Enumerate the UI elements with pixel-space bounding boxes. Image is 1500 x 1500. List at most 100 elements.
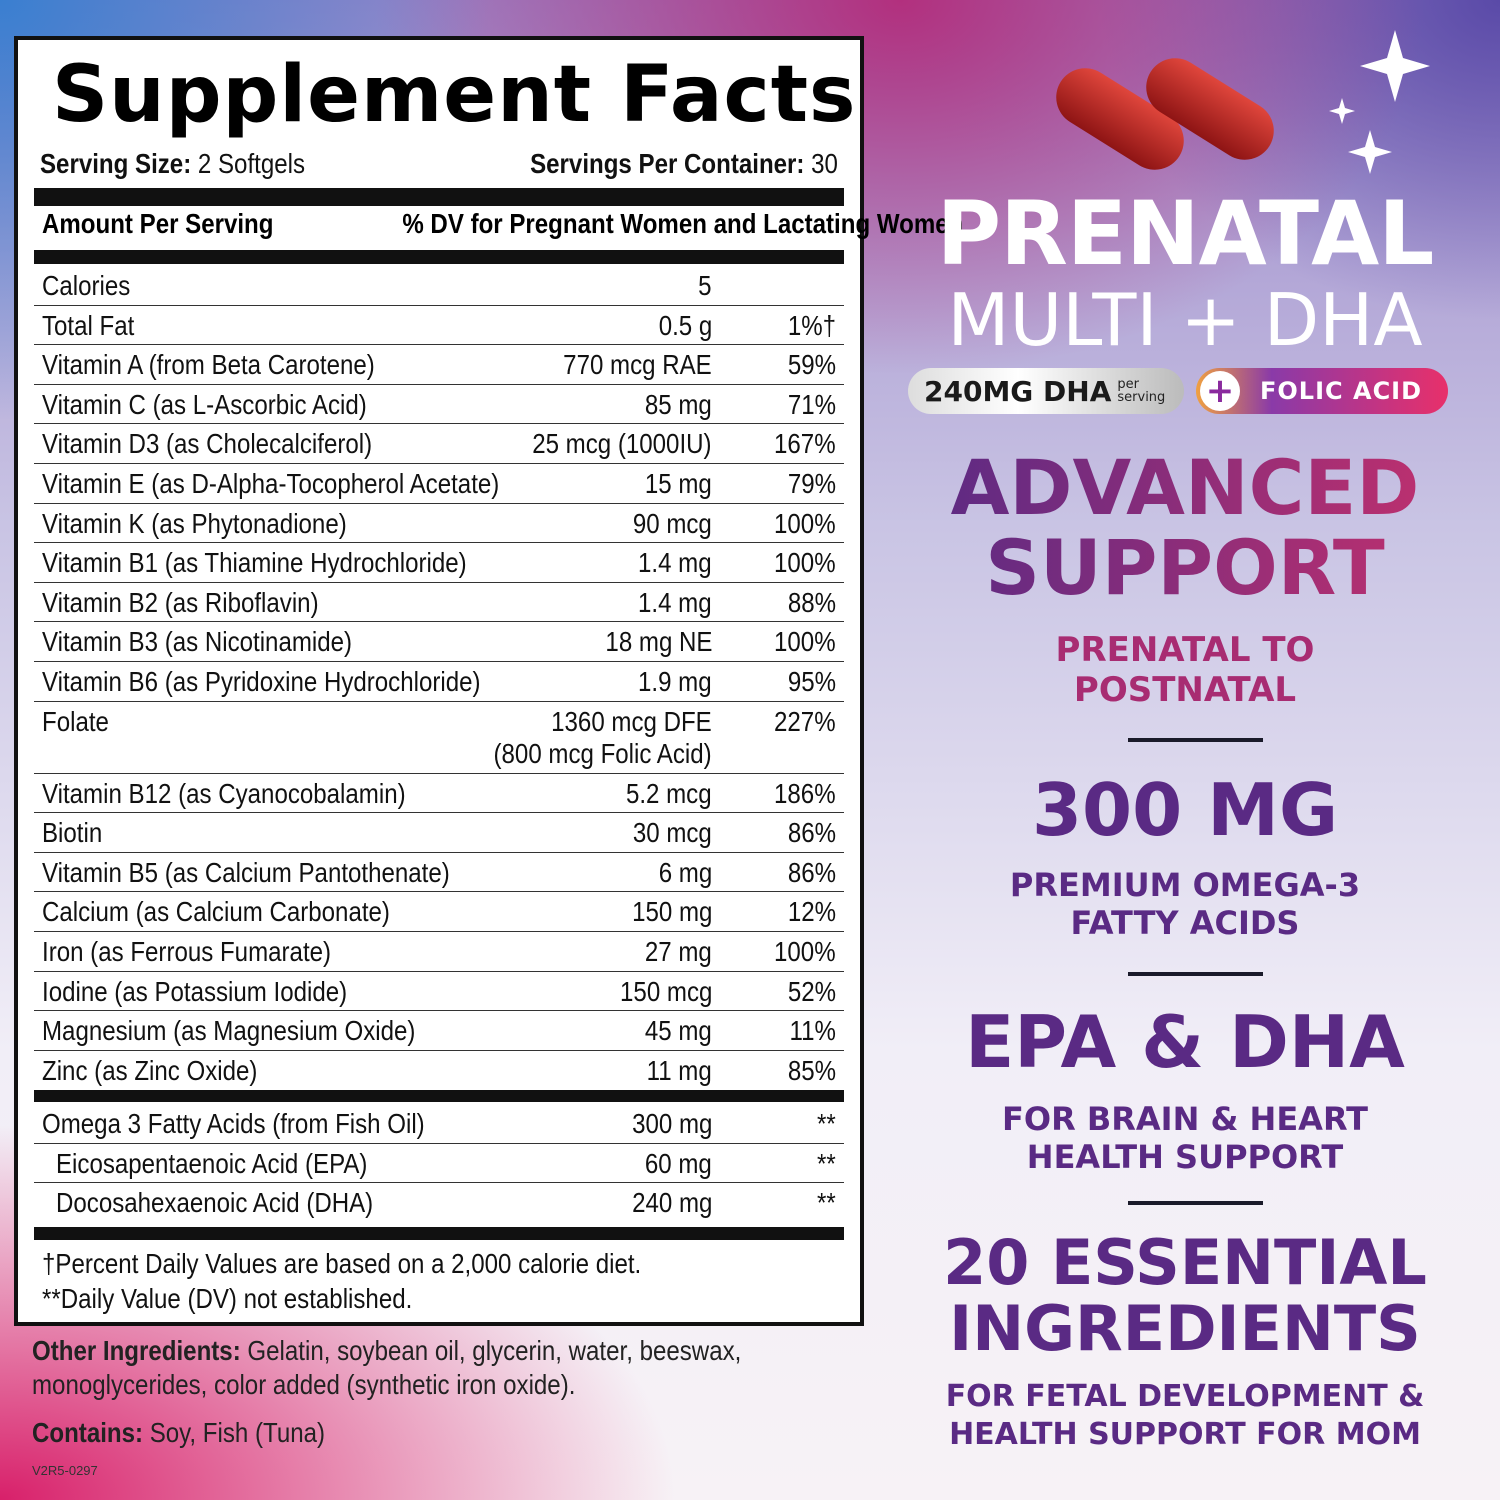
facts-title: Supplement Facts: [52, 50, 857, 140]
nutrient-amount: 1.9 mg: [638, 665, 712, 697]
nutrient-dv: 59%: [787, 349, 836, 381]
nutrient-row: Vitamin B12 (as Cyanocobalamin) 5.2 mcg …: [34, 774, 844, 814]
nutrient-name: Calcium (as Calcium Carbonate): [42, 896, 390, 928]
epa-dha-heading: EPA & DHA: [965, 1000, 1405, 1084]
nutrient-row: Eicosapentaenoic Acid (EPA) 60 mg **: [34, 1144, 844, 1184]
nutrient-name: Iodine (as Potassium Iodide): [42, 975, 348, 1007]
nutrient-amount: 6 mg: [658, 856, 712, 888]
divider: [34, 1227, 844, 1240]
nutrient-amount: 90 mcg: [633, 507, 712, 539]
other-ingredients-cont: monoglycerides, color added (synthetic i…: [32, 1369, 576, 1400]
nutrient-amount-detail: (800 mcg Folic Acid): [493, 737, 712, 769]
nutrient-name: Vitamin K (as Phytonadione): [42, 507, 347, 539]
nutrient-row: Iron (as Ferrous Fumarate) 27 mg 100%: [34, 932, 844, 972]
nutrient-name: Vitamin A (from Beta Carotene): [42, 349, 375, 381]
nutrient-dv: 86%: [787, 856, 836, 888]
nutrient-name: Omega 3 Fatty Acids (from Fish Oil): [42, 1108, 425, 1139]
nutrient-row: Total Fat 0.5 g 1%†: [34, 306, 844, 346]
nutrient-amount: 300 mg: [631, 1108, 712, 1139]
nutrient-name: Zinc (as Zinc Oxide): [42, 1054, 258, 1086]
nutrient-dv: 88%: [787, 586, 836, 618]
nutrient-dv: 186%: [774, 777, 836, 809]
nutrient-dv: 1%†: [787, 309, 836, 341]
omega-amount-heading: 300 MG: [1031, 768, 1339, 852]
nutrient-amount: 150 mcg: [619, 975, 712, 1007]
nutrient-row: Vitamin C (as L-Ascorbic Acid) 85 mg 71%: [34, 385, 844, 425]
nutrient-amount: 30 mcg: [633, 817, 712, 849]
nutrient-name: Calories: [42, 270, 131, 301]
nutrient-dv: 100%: [774, 547, 836, 579]
divider: [34, 188, 844, 206]
nutrient-dv: 79%: [787, 467, 836, 499]
promo-title: PRENATAL: [936, 182, 1435, 285]
nutrient-dv: **: [817, 1108, 836, 1139]
nutrient-row: Biotin 30 mcg 86%: [34, 813, 844, 853]
folic-acid-badge: + FOLIC ACID: [1196, 368, 1448, 414]
nutrient-amount: 240 mg: [631, 1187, 712, 1219]
nutrient-dv: 227%: [774, 705, 836, 737]
product-code: V2R5-0297: [32, 1463, 98, 1478]
ingredients-heading: 20 ESSENTIAL INGREDIENTS: [943, 1226, 1427, 1365]
nutrient-row: Zinc (as Zinc Oxide) 11 mg 85%: [34, 1051, 844, 1091]
supplement-facts-panel: Supplement Facts Serving Size: 2 Softgel…: [14, 36, 964, 1326]
nutrient-amount: 11 mg: [646, 1054, 712, 1086]
footnote-dv: †Percent Daily Values are based on a 2,0…: [42, 1248, 642, 1279]
omega-rows: Omega 3 Fatty Acids (from Fish Oil) 300 …: [34, 1104, 844, 1223]
nutrient-dv: 100%: [774, 626, 836, 658]
nutrient-row: Vitamin B2 (as Riboflavin) 1.4 mg 88%: [34, 583, 844, 623]
softgel-capsules-image: [1056, 30, 1430, 174]
divider: [1128, 972, 1263, 976]
nutrient-amount: 5.2 mcg: [626, 777, 712, 809]
divider: [1128, 738, 1263, 742]
nutrient-row: Iodine (as Potassium Iodide) 150 mcg 52%: [34, 972, 844, 1012]
table-header: Amount Per Serving % DV for Pregnant Wom…: [42, 208, 964, 239]
nutrient-name: Docosahexaenoic Acid (DHA): [56, 1187, 374, 1219]
nutrient-row: Vitamin B5 (as Calcium Pantothenate) 6 m…: [34, 853, 844, 893]
nutrient-dv: 100%: [774, 935, 836, 967]
nutrient-name: Vitamin B6 (as Pyridoxine Hydrochloride): [42, 665, 481, 697]
fetal-development-text: FOR FETAL DEVELOPMENT & HEALTH SUPPORT FO…: [945, 1379, 1425, 1452]
nutrient-row: Calories 5: [34, 266, 844, 306]
nutrient-row: Vitamin A (from Beta Carotene) 770 mcg R…: [34, 345, 844, 385]
nutrient-dv: 11%: [789, 1015, 836, 1047]
nutrient-row: Vitamin B6 (as Pyridoxine Hydrochloride)…: [34, 662, 844, 702]
nutrient-dv: **: [817, 1187, 836, 1219]
nutrient-amount: 60 mg: [645, 1147, 712, 1179]
plus-icon: +: [1200, 371, 1240, 411]
divider: [1128, 1201, 1263, 1205]
nutrient-amount: 0.5 g: [658, 309, 712, 341]
sparkle-icon: [1348, 130, 1392, 174]
nutrient-dv: **: [817, 1147, 836, 1179]
nutrient-dv: 95%: [787, 665, 836, 697]
dha-badge: 240MG DHA per serving: [908, 368, 1184, 414]
nutrient-amount: 45 mg: [645, 1015, 712, 1047]
nutrient-name: Eicosapentaenoic Acid (EPA): [56, 1147, 368, 1179]
nutrient-dv: 86%: [787, 817, 836, 849]
nutrient-row: Vitamin B1 (as Thiamine Hydrochloride) 1…: [34, 543, 844, 583]
nutrient-row: Magnesium (as Magnesium Oxide) 45 mg 11%: [34, 1011, 844, 1051]
nutrient-dv: 85%: [787, 1054, 836, 1086]
nutrient-name: Magnesium (as Magnesium Oxide): [42, 1015, 416, 1047]
promo-subtitle: MULTI + DHA: [947, 278, 1423, 362]
nutrient-name: Vitamin E (as D-Alpha-Tocopherol Acetate…: [42, 467, 500, 499]
nutrient-name: Total Fat: [42, 309, 135, 341]
other-ingredients: Other Ingredients: Gelatin, soybean oil,…: [32, 1335, 742, 1366]
nutrient-row: Calcium (as Calcium Carbonate) 150 mg 12…: [34, 892, 844, 932]
nutrient-row: Vitamin B3 (as Nicotinamide) 18 mg NE 10…: [34, 622, 844, 662]
capsule-icon: [1056, 68, 1184, 170]
nutrient-amount: 5: [698, 270, 712, 301]
nutrient-dv: 100%: [774, 507, 836, 539]
sparkle-icon: [1329, 98, 1355, 124]
nutrient-rows: Calories 5 Total Fat 0.5 g 1%† Vitamin A …: [34, 266, 844, 1090]
serving-size: Serving Size: 2 Softgels: [40, 148, 306, 179]
nutrient-name: Vitamin B5 (as Calcium Pantothenate): [42, 856, 450, 888]
nutrient-name: Folate: [42, 705, 109, 737]
nutrient-amount: 15 mg: [645, 467, 712, 499]
nutrient-row: Folate 1360 mcg DFE 227% (800 mcg Folic A…: [34, 702, 844, 774]
nutrient-dv: 167%: [774, 428, 836, 460]
nutrient-row: Vitamin K (as Phytonadione) 90 mcg 100%: [34, 504, 844, 544]
nutrient-amount: 1360 mcg DFE: [551, 705, 712, 737]
nutrient-dv: 12%: [787, 896, 836, 928]
nutrient-amount: 85 mg: [645, 388, 712, 420]
nutrient-row: Omega 3 Fatty Acids (from Fish Oil) 300 …: [34, 1104, 844, 1144]
